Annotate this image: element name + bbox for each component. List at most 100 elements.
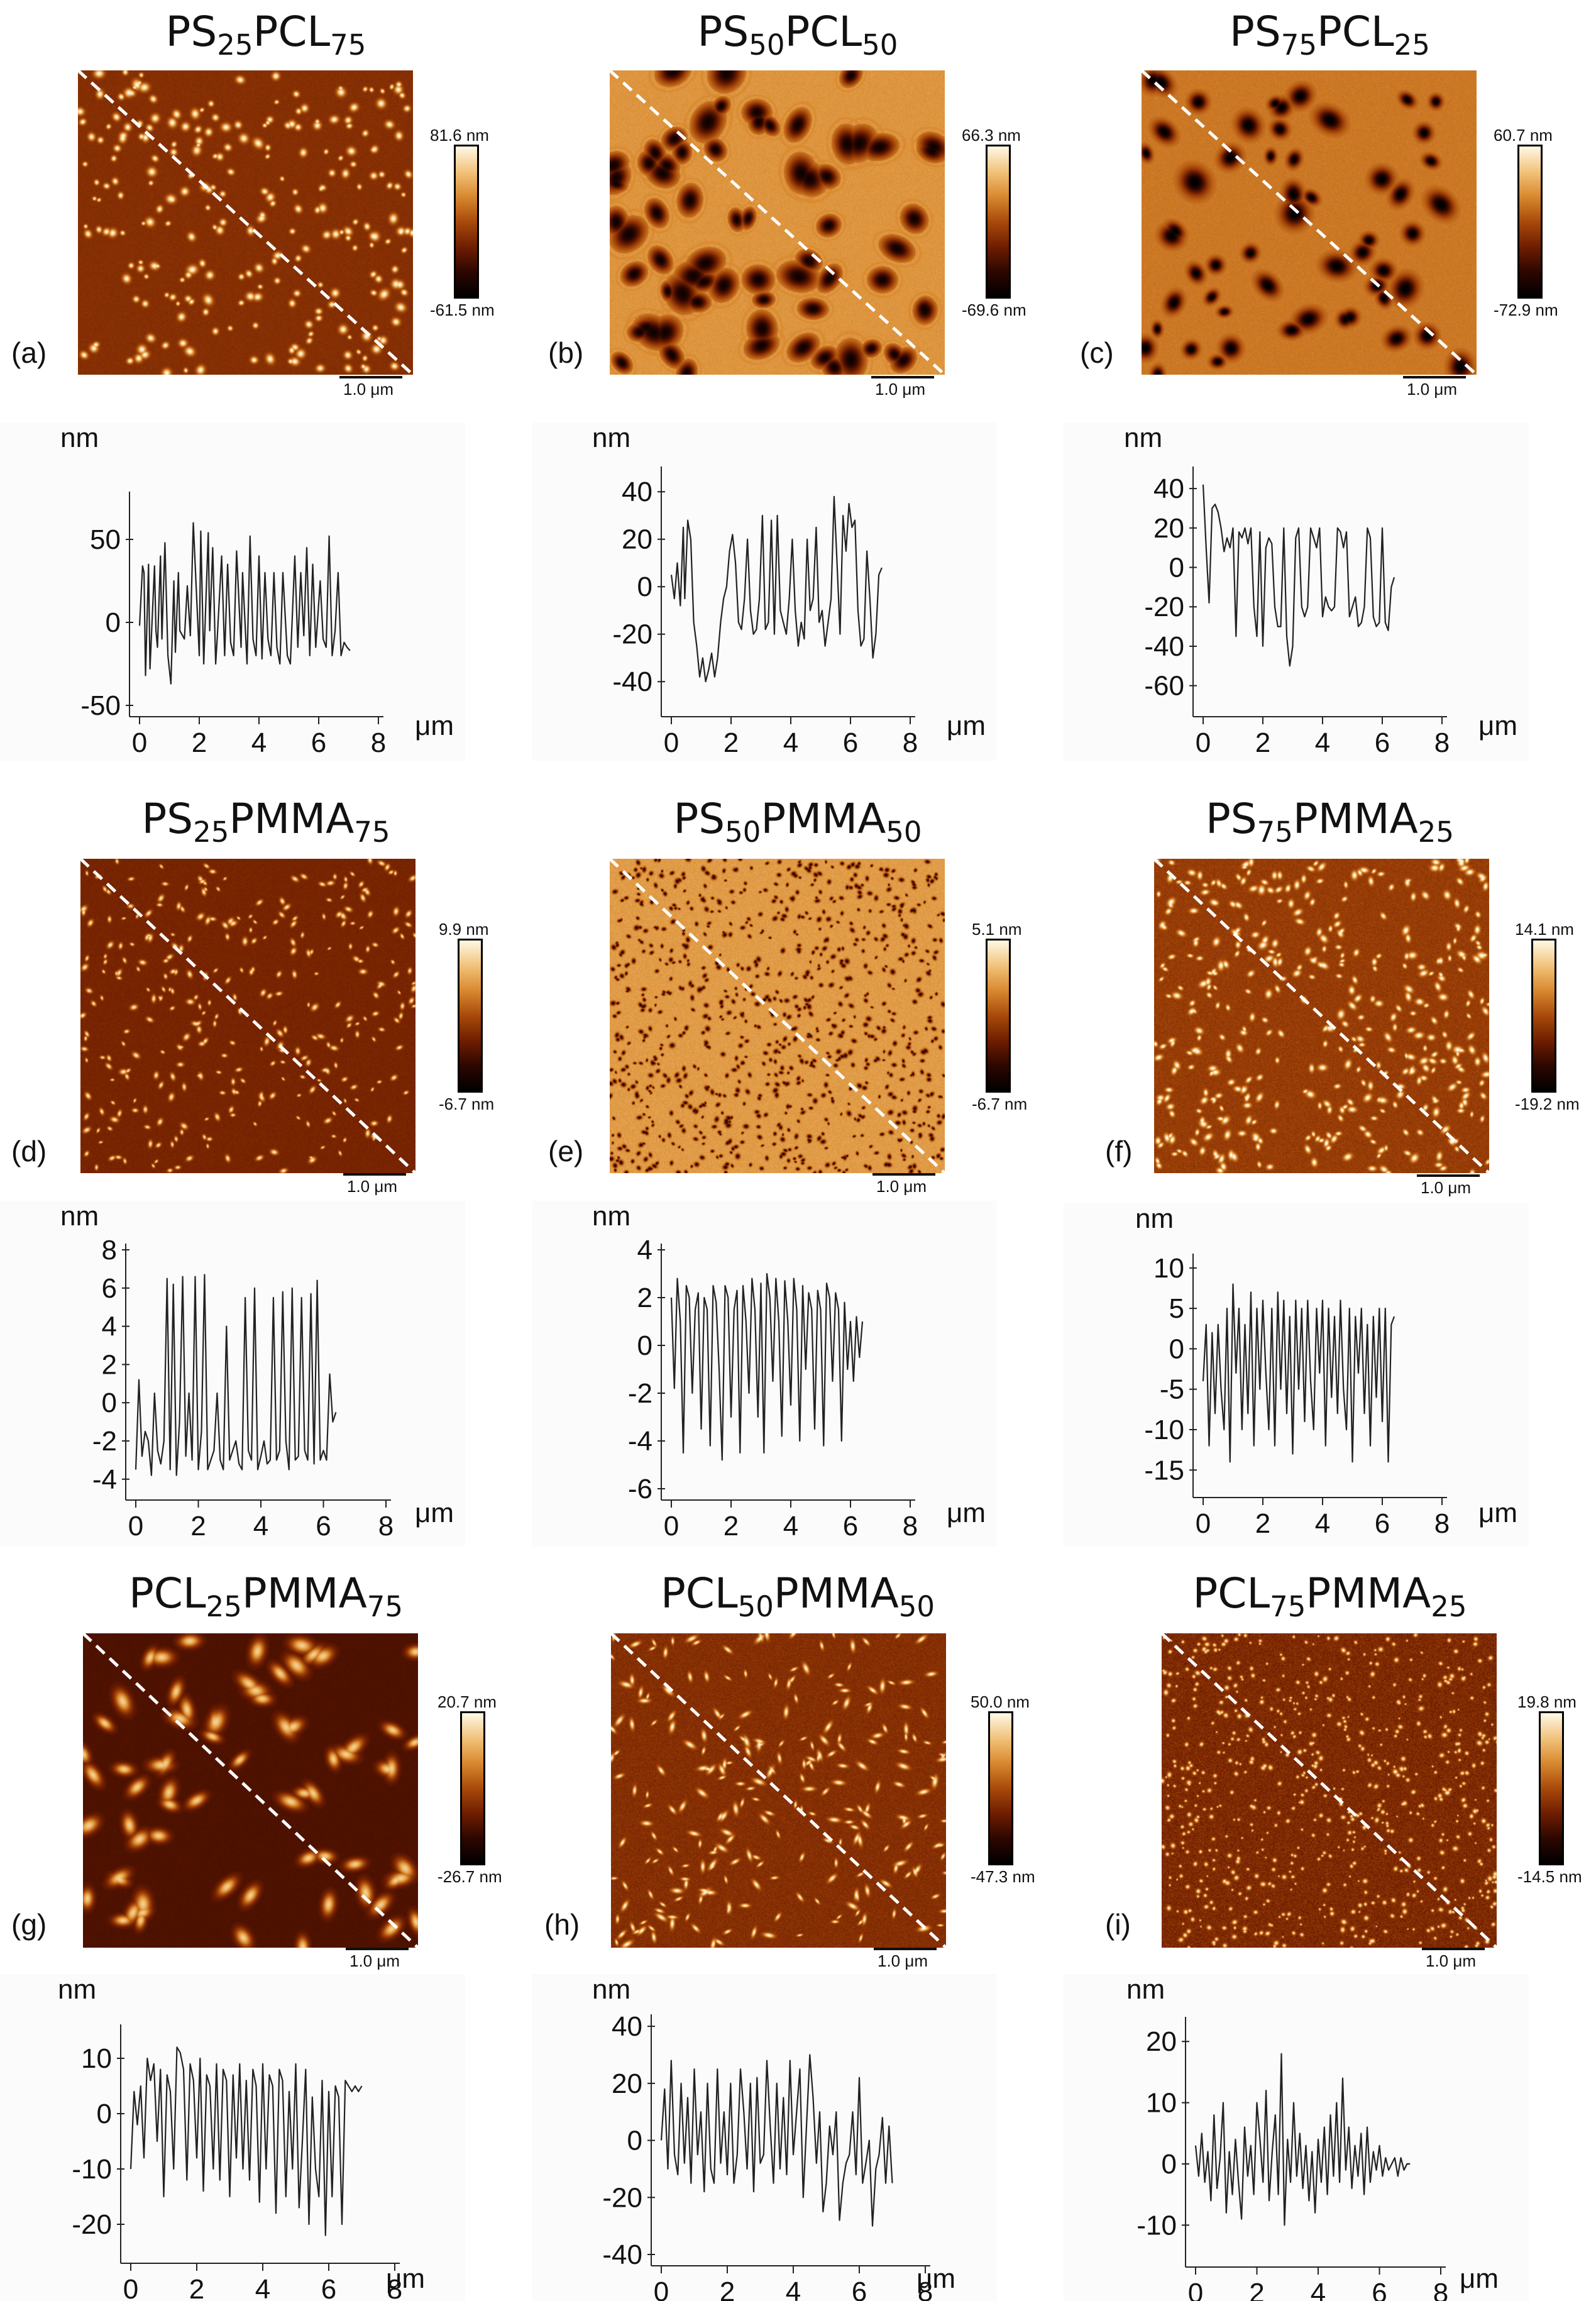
- x-tick-label: 2: [192, 727, 207, 758]
- y-tick-label: 20: [612, 2068, 642, 2099]
- height-profile-series: [1202, 484, 1395, 667]
- height-profile-series: [129, 2046, 363, 2236]
- y-tick-label: -40: [602, 2239, 642, 2270]
- scale-bar-label: 1.0 μm: [875, 380, 926, 399]
- panel-title: PCL25PMMA75: [128, 1569, 404, 1623]
- x-axis-unit: μm: [947, 1498, 986, 1528]
- x-tick-label: 8: [1434, 727, 1450, 758]
- color-scale-min: -72.9 nm: [1494, 301, 1558, 319]
- y-tick-label: -20: [602, 2182, 642, 2213]
- panel-f: PS75PMMA25 14.1 nm -19.2 nm (f) 1.0 μm -…: [1064, 786, 1596, 1547]
- afm-height-image: [1154, 859, 1489, 1173]
- panel-g: PCL25PMMA75 20.7 nm -26.7 nm (g) 1.0 μm …: [0, 1559, 532, 2301]
- scale-bar-label: 1.0 μm: [349, 1951, 400, 1970]
- y-tick-label: 10: [1146, 2088, 1177, 2119]
- y-tick-label: 20: [1153, 513, 1184, 544]
- y-tick-label: 40: [612, 2011, 642, 2042]
- y-tick-label: -2: [92, 1426, 117, 1457]
- color-scale-bar: [1517, 145, 1543, 299]
- afm-height-image: [83, 1633, 418, 1948]
- x-tick-label: 0: [664, 727, 679, 758]
- afm-height-image: [611, 1633, 946, 1948]
- afm-height-image: [1162, 1633, 1497, 1948]
- height-profile-chart: -20 -10 0 10 0 2 4 6 8 nm μm: [0, 1974, 465, 2301]
- x-tick-label: 4: [786, 2276, 801, 2301]
- y-tick-label: 2: [637, 1283, 652, 1313]
- profile-plot-area: -4 -2 0 2 4 6 8 0 2 4 6 8: [92, 1235, 393, 1542]
- scale-bar: [339, 376, 402, 378]
- x-tick-label: 8: [903, 727, 918, 758]
- height-profile-chart: -60 -40 -20 0 20 40 0 2 4 6 8 nm μm: [1064, 422, 1529, 761]
- y-tick-label: 5: [1169, 1293, 1184, 1324]
- panel-label: (i): [1105, 1908, 1131, 1941]
- panel-label: (a): [11, 336, 47, 369]
- y-tick-label: 0: [1169, 553, 1184, 583]
- afm-topography: [611, 1633, 946, 1948]
- x-tick-label: 6: [1375, 1508, 1390, 1539]
- x-tick-label: 0: [654, 2276, 669, 2301]
- x-tick-label: 6: [1372, 2278, 1387, 2301]
- panel-label: (b): [548, 336, 584, 369]
- height-profile-series: [135, 1274, 337, 1476]
- height-profile-series: [1202, 1283, 1395, 1463]
- scale-bar: [1417, 1174, 1480, 1177]
- x-tick-label: 6: [1375, 727, 1390, 758]
- scale-bar: [1403, 376, 1466, 378]
- y-tick-label: -40: [612, 666, 652, 697]
- color-scale-min: -69.6 nm: [962, 301, 1026, 319]
- scale-bar-label: 1.0 μm: [878, 1951, 928, 1970]
- scale-bar: [872, 1173, 935, 1176]
- x-tick-label: 8: [378, 1511, 393, 1542]
- afm-topography: [610, 70, 945, 375]
- y-axis-unit: nm: [1135, 1203, 1174, 1234]
- y-axis-unit: nm: [592, 1201, 631, 1232]
- y-tick-label: 10: [1153, 1253, 1184, 1284]
- color-scale-bar: [460, 1711, 485, 1865]
- y-tick-label: 0: [1169, 1333, 1184, 1364]
- y-tick-label: 0: [627, 2126, 642, 2156]
- x-tick-label: 0: [123, 2274, 138, 2301]
- x-tick-label: 0: [132, 727, 147, 758]
- y-tick-label: -20: [72, 2209, 112, 2240]
- profile-plot-area: -10 0 10 20 0 2 4 6 8: [1136, 2017, 1448, 2301]
- scale-bar-label: 1.0 μm: [876, 1177, 927, 1196]
- afm-topography: [78, 70, 413, 375]
- color-scale-max: 50.0 nm: [971, 1692, 1030, 1711]
- x-axis-unit: μm: [415, 710, 454, 741]
- afm-topography: [80, 859, 416, 1173]
- color-scale-min: -6.7 nm: [972, 1095, 1028, 1113]
- x-tick-label: 2: [1255, 727, 1270, 758]
- panel-label: (c): [1080, 336, 1114, 369]
- y-axis-unit: nm: [592, 1974, 631, 2005]
- panel-title: PS25PMMA75: [141, 795, 390, 849]
- afm-height-image: [610, 859, 945, 1173]
- color-scale-max: 20.7 nm: [438, 1692, 497, 1711]
- x-tick-label: 2: [724, 727, 739, 758]
- height-profile-chart: -6 -4 -2 0 2 4 0 2 4 6 8 nm μm: [532, 1201, 997, 1547]
- panel-title: PS25PCL75: [165, 8, 366, 62]
- panel-b: PS50PCL50 66.3 nm -69.6 nm (b) 1.0 μm -4…: [532, 0, 1064, 761]
- y-tick-label: -4: [92, 1464, 117, 1495]
- y-tick-label: -10: [72, 2154, 112, 2185]
- x-tick-label: 4: [255, 2274, 270, 2301]
- color-scale-min: -61.5 nm: [430, 301, 495, 319]
- panel-label: (g): [11, 1908, 47, 1941]
- afm-height-image: [78, 70, 413, 375]
- afm-topography: [1162, 1633, 1497, 1948]
- x-tick-label: 2: [189, 2274, 204, 2301]
- scale-bar: [871, 376, 934, 378]
- color-scale-max: 5.1 nm: [972, 920, 1022, 939]
- color-scale-bar: [988, 1711, 1013, 1865]
- y-axis-unit: nm: [60, 1201, 99, 1232]
- panel-h: PCL50PMMA50 50.0 nm -47.3 nm (h) 1.0 μm …: [532, 1559, 1064, 2301]
- afm-height-image: [80, 859, 416, 1173]
- x-tick-label: 6: [321, 2274, 336, 2301]
- height-profile-chart: -40 -20 0 20 40 0 2 4 6 8 nm μm: [532, 1974, 997, 2301]
- x-axis-unit: μm: [1478, 710, 1518, 741]
- y-tick-label: 0: [102, 1388, 117, 1418]
- x-tick-label: 0: [1188, 2278, 1203, 2301]
- y-tick-label: 4: [637, 1235, 652, 1266]
- panel-e: PS50PMMA50 5.1 nm -6.7 nm (e) 1.0 μm -6-…: [532, 786, 1064, 1547]
- y-tick-label: 10: [81, 2043, 112, 2074]
- height-profile-chart: -4 -2 0 2 4 6 8 0 2 4 6 8 nm μm: [0, 1201, 465, 1547]
